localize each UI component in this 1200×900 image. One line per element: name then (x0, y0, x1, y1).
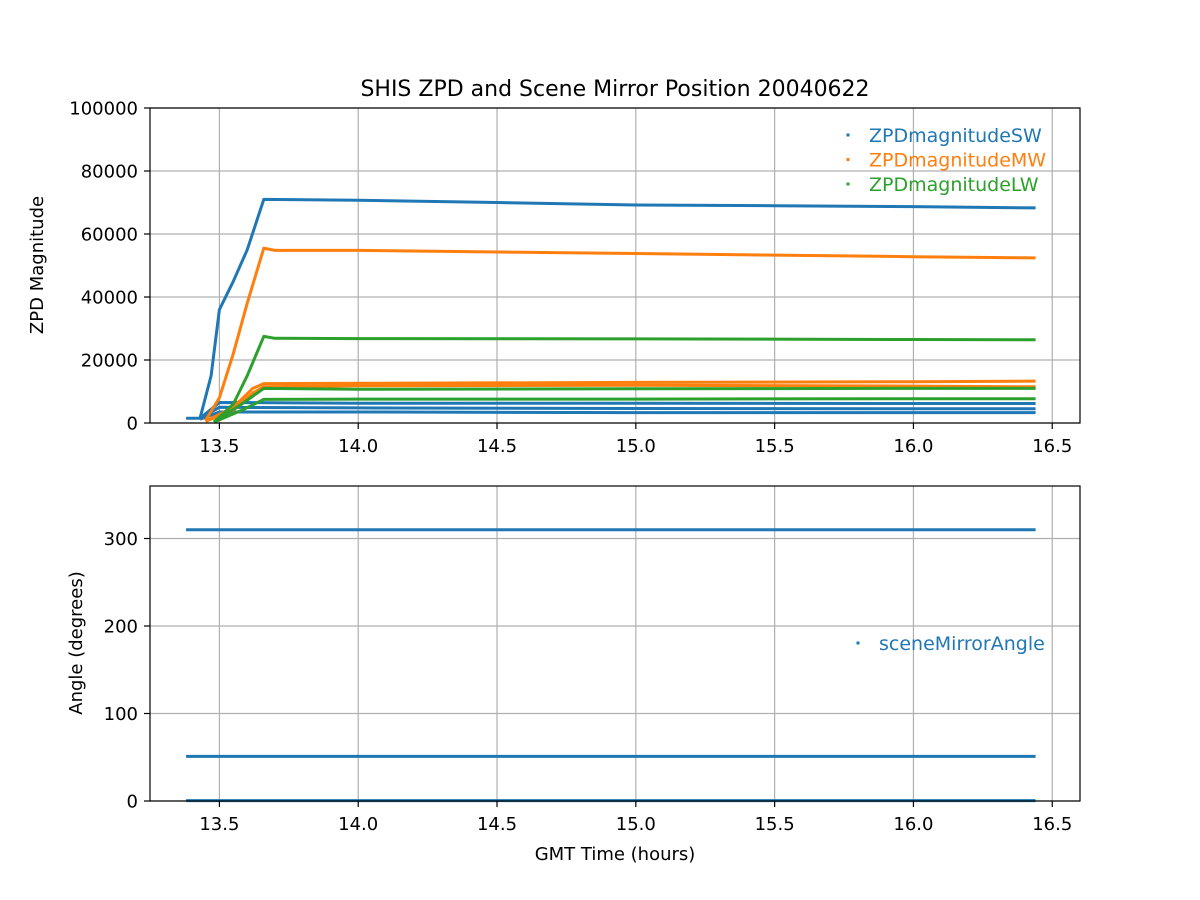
legend-label: ZPDmagnitudeMW (869, 150, 1046, 172)
x-tick-label: 13.5 (199, 814, 239, 835)
x-tick-label: 14.0 (338, 436, 378, 457)
series-ZPDmagnitudeSW-trace (199, 410, 1036, 421)
x-tick-label: 13.5 (199, 436, 239, 457)
y-tick-label: 40000 (81, 288, 138, 309)
y-tick-label: 20000 (81, 351, 138, 372)
legend-marker (846, 158, 850, 161)
series-ZPDmagnitudeSW-trace (199, 405, 1036, 420)
y-tick-label: 60000 (81, 225, 138, 246)
legend-label: ZPDmagnitudeLW (869, 174, 1039, 196)
bottom-chart-panel: GMT Time (hours) Angle (degrees) 13.5 14.… (66, 485, 1081, 865)
y-tick-label: 200 (104, 617, 138, 638)
legend-marker (856, 641, 860, 645)
x-tick-label: 15.0 (616, 436, 656, 457)
plot-frame (149, 485, 1081, 802)
x-tick-label: 14.5 (477, 814, 517, 835)
top-y-axis-label: ZPD Magnitude (27, 196, 48, 334)
y-tick-label: 0 (127, 792, 138, 813)
bottom-x-axis-label: GMT Time (hours) (535, 844, 696, 865)
legend-marker (846, 182, 850, 186)
y-tick-label: 0 (127, 414, 138, 435)
y-tick-label: 80000 (81, 162, 138, 183)
x-tick-label: 16.5 (1032, 436, 1072, 457)
y-tick-label: 100 (104, 704, 138, 725)
series-ZPDmagnitudeLW-trace (213, 397, 1036, 424)
x-tick-label: 16.0 (893, 814, 933, 835)
series-ZPDmagnitudeLW-trace (212, 334, 1036, 424)
series-ZPDmagnitudeLW-trace (213, 386, 1036, 424)
series-ZPDmagnitudeSW-trace (186, 197, 1036, 420)
legend-marker (846, 133, 850, 137)
series-ZPDmagnitudeMW-trace (204, 379, 1036, 423)
x-tick-label: 15.5 (755, 436, 795, 457)
x-tick-label: 15.5 (755, 814, 795, 835)
series-ZPDmagnitudeMW-trace (204, 246, 1036, 422)
plot-frame (149, 107, 1081, 424)
legend-label: ZPDmagnitudeSW (869, 125, 1042, 147)
chart-title: SHIS ZPD and Scene Mirror Position 20040… (360, 77, 869, 102)
bottom-y-axis-label: Angle (degrees) (66, 571, 87, 714)
x-tick-label: 16.0 (893, 436, 933, 457)
x-tick-label: 14.5 (477, 436, 517, 457)
x-tick-label: 15.0 (616, 814, 656, 835)
legend-label: sceneMirrorAngle (879, 633, 1045, 655)
top-chart-panel: SHIS ZPD and Scene Mirror Position 20040… (27, 77, 1081, 457)
y-tick-label: 100000 (69, 99, 138, 120)
bottom-legend: sceneMirrorAngle (856, 633, 1045, 655)
x-tick-label: 14.0 (338, 814, 378, 835)
y-tick-label: 300 (104, 529, 138, 550)
top-legend: ZPDmagnitudeSW ZPDmagnitudeMWZPDmagnitude… (846, 125, 1046, 196)
x-tick-label: 16.5 (1032, 814, 1072, 835)
